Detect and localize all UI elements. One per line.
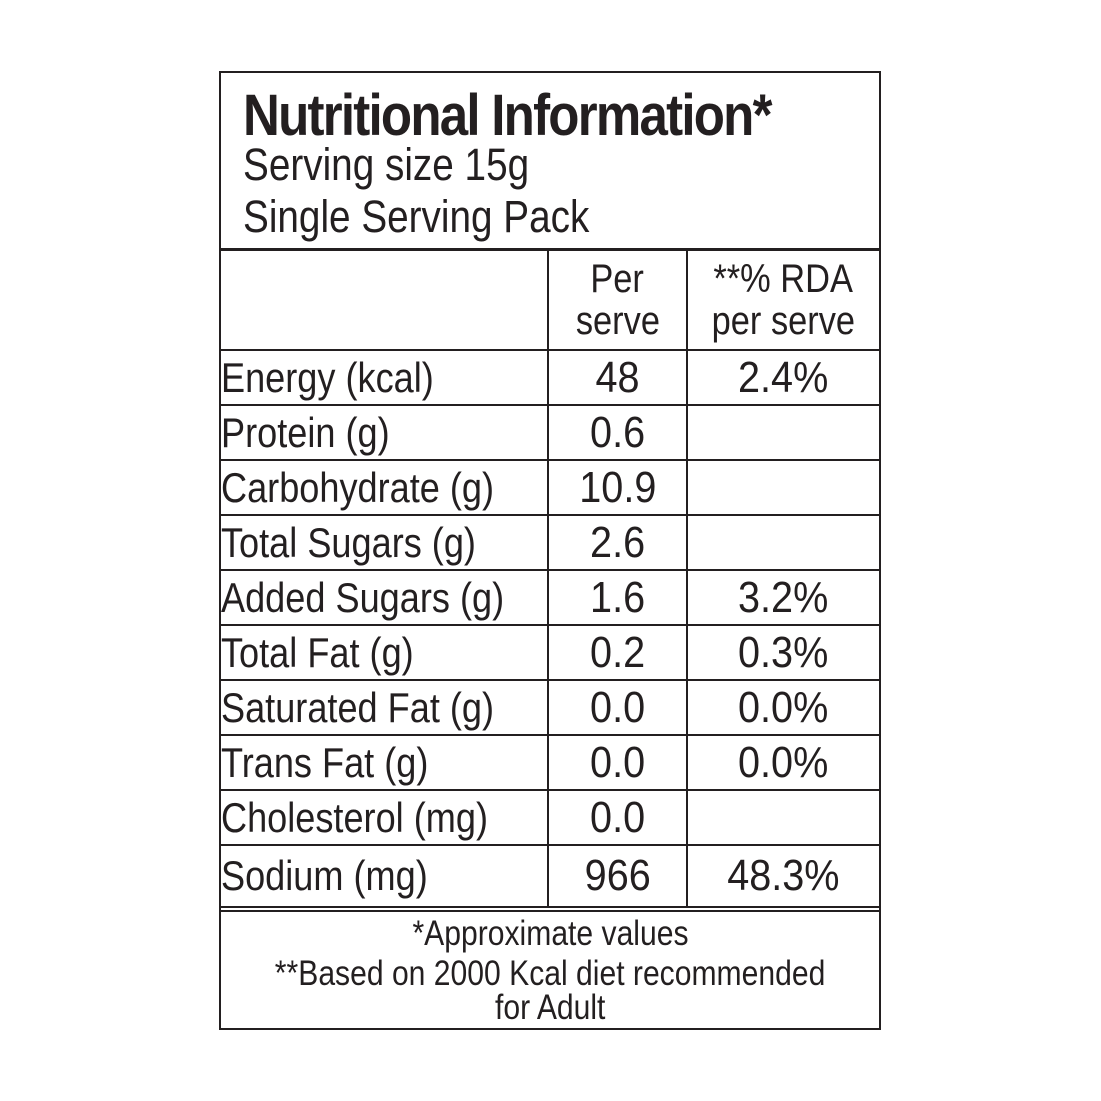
table-row: Trans Fat (g) 0.0 0.0% xyxy=(221,734,879,791)
per-serve-value: 0.0 xyxy=(547,789,688,846)
rda-value xyxy=(686,789,879,846)
footnote-rda-basis: **Based on 2000 Kcal diet recommended xyxy=(274,954,826,993)
rda-header-line1: **% RDA xyxy=(713,257,854,301)
table-header-row: Per serve **% RDA per serve xyxy=(221,251,879,351)
nutrient-name: Trans Fat (g) xyxy=(221,734,549,791)
table-row: Added Sugars (g) 1.6 3.2% xyxy=(221,569,879,626)
rda-value: 48.3% xyxy=(686,844,879,908)
table-row: Energy (kcal) 48 2.4% xyxy=(221,349,879,406)
rda-value xyxy=(686,459,879,516)
footnote-adult: for Adult xyxy=(494,988,606,1027)
rda-value xyxy=(686,404,879,461)
rda-value: 0.3% xyxy=(686,624,879,681)
pack-type: Single Serving Pack xyxy=(243,191,590,242)
rda-value: 2.4% xyxy=(686,349,879,406)
per-serve-header-line1: Per xyxy=(590,257,645,301)
nutrient-name: Added Sugars (g) xyxy=(221,569,549,626)
per-serve-value: 0.2 xyxy=(547,624,688,681)
nutrition-label: Nutritional Information* Serving size 15… xyxy=(219,71,881,1030)
nutrient-name: Carbohydrate (g) xyxy=(221,459,549,516)
nutrient-name: Total Fat (g) xyxy=(221,624,549,681)
per-serve-value: 2.6 xyxy=(547,514,688,571)
nutrient-column-header xyxy=(221,251,549,351)
rda-header-line2: per serve xyxy=(711,299,856,343)
per-serve-value: 10.9 xyxy=(547,459,688,516)
nutrient-name: Saturated Fat (g) xyxy=(221,679,549,736)
table-row: Sodium (mg) 966 48.3% xyxy=(221,844,879,908)
table-row: Total Sugars (g) 2.6 xyxy=(221,514,879,571)
rda-value: 3.2% xyxy=(686,569,879,626)
nutrient-name: Energy (kcal) xyxy=(221,349,549,406)
per-serve-value: 0.0 xyxy=(547,734,688,791)
label-header: Nutritional Information* Serving size 15… xyxy=(221,73,879,251)
nutrient-name: Total Sugars (g) xyxy=(221,514,549,571)
serving-size: Serving size 15g xyxy=(243,139,530,190)
rda-column-header: **% RDA per serve xyxy=(686,251,879,351)
per-serve-value: 966 xyxy=(547,844,688,908)
table-row: Protein (g) 0.6 xyxy=(221,404,879,461)
nutrition-table: Per serve **% RDA per serve Energy (kcal… xyxy=(221,251,879,908)
table-row: Carbohydrate (g) 10.9 xyxy=(221,459,879,516)
rda-value xyxy=(686,514,879,571)
footnote-approximate: *Approximate values xyxy=(411,914,689,953)
table-row: Cholesterol (mg) 0.0 xyxy=(221,789,879,846)
nutrient-name: Sodium (mg) xyxy=(221,844,549,908)
per-serve-header-line2: serve xyxy=(575,299,660,343)
per-serve-value: 1.6 xyxy=(547,569,688,626)
per-serve-value: 0.6 xyxy=(547,404,688,461)
nutrient-name: Cholesterol (mg) xyxy=(221,789,549,846)
table-row: Total Fat (g) 0.2 0.3% xyxy=(221,624,879,681)
per-serve-column-header: Per serve xyxy=(547,251,688,351)
label-title: Nutritional Information* xyxy=(243,83,772,148)
rda-value: 0.0% xyxy=(686,734,879,791)
nutrient-name: Protein (g) xyxy=(221,404,549,461)
per-serve-value: 0.0 xyxy=(547,679,688,736)
rda-value: 0.0% xyxy=(686,679,879,736)
label-footer: *Approximate values **Based on 2000 Kcal… xyxy=(221,910,879,1028)
table-row: Saturated Fat (g) 0.0 0.0% xyxy=(221,679,879,736)
per-serve-value: 48 xyxy=(547,349,688,406)
